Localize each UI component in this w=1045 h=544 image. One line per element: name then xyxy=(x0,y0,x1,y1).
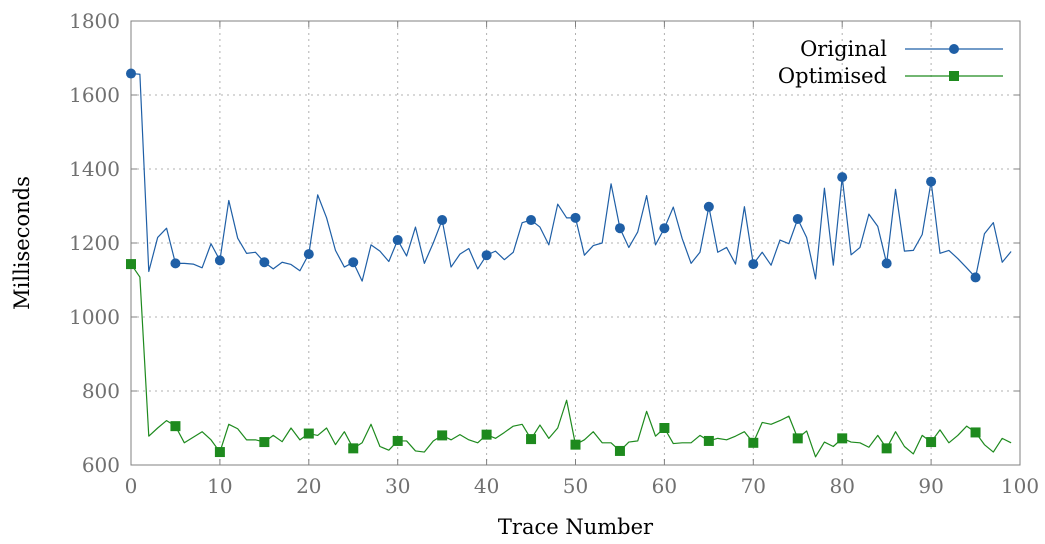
data-point-optimised xyxy=(837,433,848,444)
data-point-original xyxy=(437,215,448,226)
data-point-optimised xyxy=(881,443,892,454)
data-point-optimised xyxy=(526,434,537,445)
data-point-original xyxy=(614,223,625,234)
data-point-original xyxy=(748,259,759,270)
data-point-optimised xyxy=(214,447,225,458)
data-point-original xyxy=(214,255,225,266)
data-point-original xyxy=(348,257,359,268)
x-tick-label: 50 xyxy=(563,474,588,498)
data-point-optimised xyxy=(792,433,803,444)
data-point-original xyxy=(837,172,848,183)
data-point-optimised xyxy=(170,421,181,432)
legend-item-optimised: Optimised xyxy=(778,64,1003,88)
series-optimised xyxy=(126,259,1012,458)
series-line-optimised xyxy=(130,263,1012,458)
x-tick-label: 80 xyxy=(829,474,854,498)
data-point-original xyxy=(259,257,270,268)
data-point-optimised xyxy=(348,443,359,454)
series-line-original xyxy=(130,72,1012,282)
x-tick-label: 10 xyxy=(207,474,232,498)
grid-lines xyxy=(131,21,1020,465)
data-point-optimised xyxy=(570,439,581,450)
x-tick-label: 60 xyxy=(652,474,677,498)
legend-label: Optimised xyxy=(778,64,887,88)
x-tick-label: 90 xyxy=(918,474,943,498)
data-point-optimised xyxy=(970,427,981,438)
y-tick-label: 800 xyxy=(82,379,120,403)
data-point-original xyxy=(659,223,670,234)
legend-swatch-marker xyxy=(949,44,959,54)
data-point-optimised xyxy=(259,437,270,448)
x-tick-label: 30 xyxy=(385,474,410,498)
y-tick-label: 600 xyxy=(82,453,120,477)
data-point-original xyxy=(570,212,581,223)
data-point-original xyxy=(481,250,492,261)
legend-swatch-marker xyxy=(949,71,959,81)
data-point-original xyxy=(392,235,403,246)
axis-ticks: 0 10 20 30 40 50 60 70 80 90 100 600 800 1000 1200 1400… xyxy=(69,9,1039,498)
data-point-optimised xyxy=(659,423,670,433)
data-point-original xyxy=(170,258,181,269)
data-point-optimised xyxy=(614,445,625,456)
y-axis-title: Milliseconds xyxy=(10,176,34,310)
x-tick-label: 70 xyxy=(741,474,766,498)
data-point-original xyxy=(970,272,981,283)
series-layer xyxy=(126,68,1012,458)
data-point-original xyxy=(792,213,803,224)
series-original xyxy=(126,68,1012,283)
data-point-optimised xyxy=(126,259,136,270)
data-point-original xyxy=(703,201,714,212)
data-point-optimised xyxy=(703,435,714,446)
data-point-optimised xyxy=(303,428,314,439)
data-point-original xyxy=(926,176,937,187)
x-tick-label: 40 xyxy=(474,474,499,498)
legend: Original Optimised xyxy=(778,37,1003,88)
x-tick-label: 20 xyxy=(296,474,321,498)
x-tick-label: 0 xyxy=(125,474,138,498)
x-axis-title: Trace Number xyxy=(498,515,654,539)
data-point-optimised xyxy=(926,437,937,448)
data-point-original xyxy=(303,249,314,260)
legend-item-original: Original xyxy=(800,37,1003,61)
x-tick-label: 100 xyxy=(1001,474,1039,498)
data-point-original xyxy=(126,68,136,79)
data-point-optimised xyxy=(437,430,448,441)
data-point-optimised xyxy=(748,437,759,448)
data-point-optimised xyxy=(481,429,492,440)
y-tick-label: 1000 xyxy=(69,305,120,329)
data-point-original xyxy=(881,258,892,269)
y-tick-label: 1800 xyxy=(69,9,120,33)
y-tick-label: 1600 xyxy=(69,83,120,107)
data-point-optimised xyxy=(392,435,403,446)
legend-label: Original xyxy=(800,37,887,61)
y-tick-label: 1400 xyxy=(69,157,120,181)
data-point-original xyxy=(526,215,537,226)
y-tick-label: 1200 xyxy=(69,231,120,255)
